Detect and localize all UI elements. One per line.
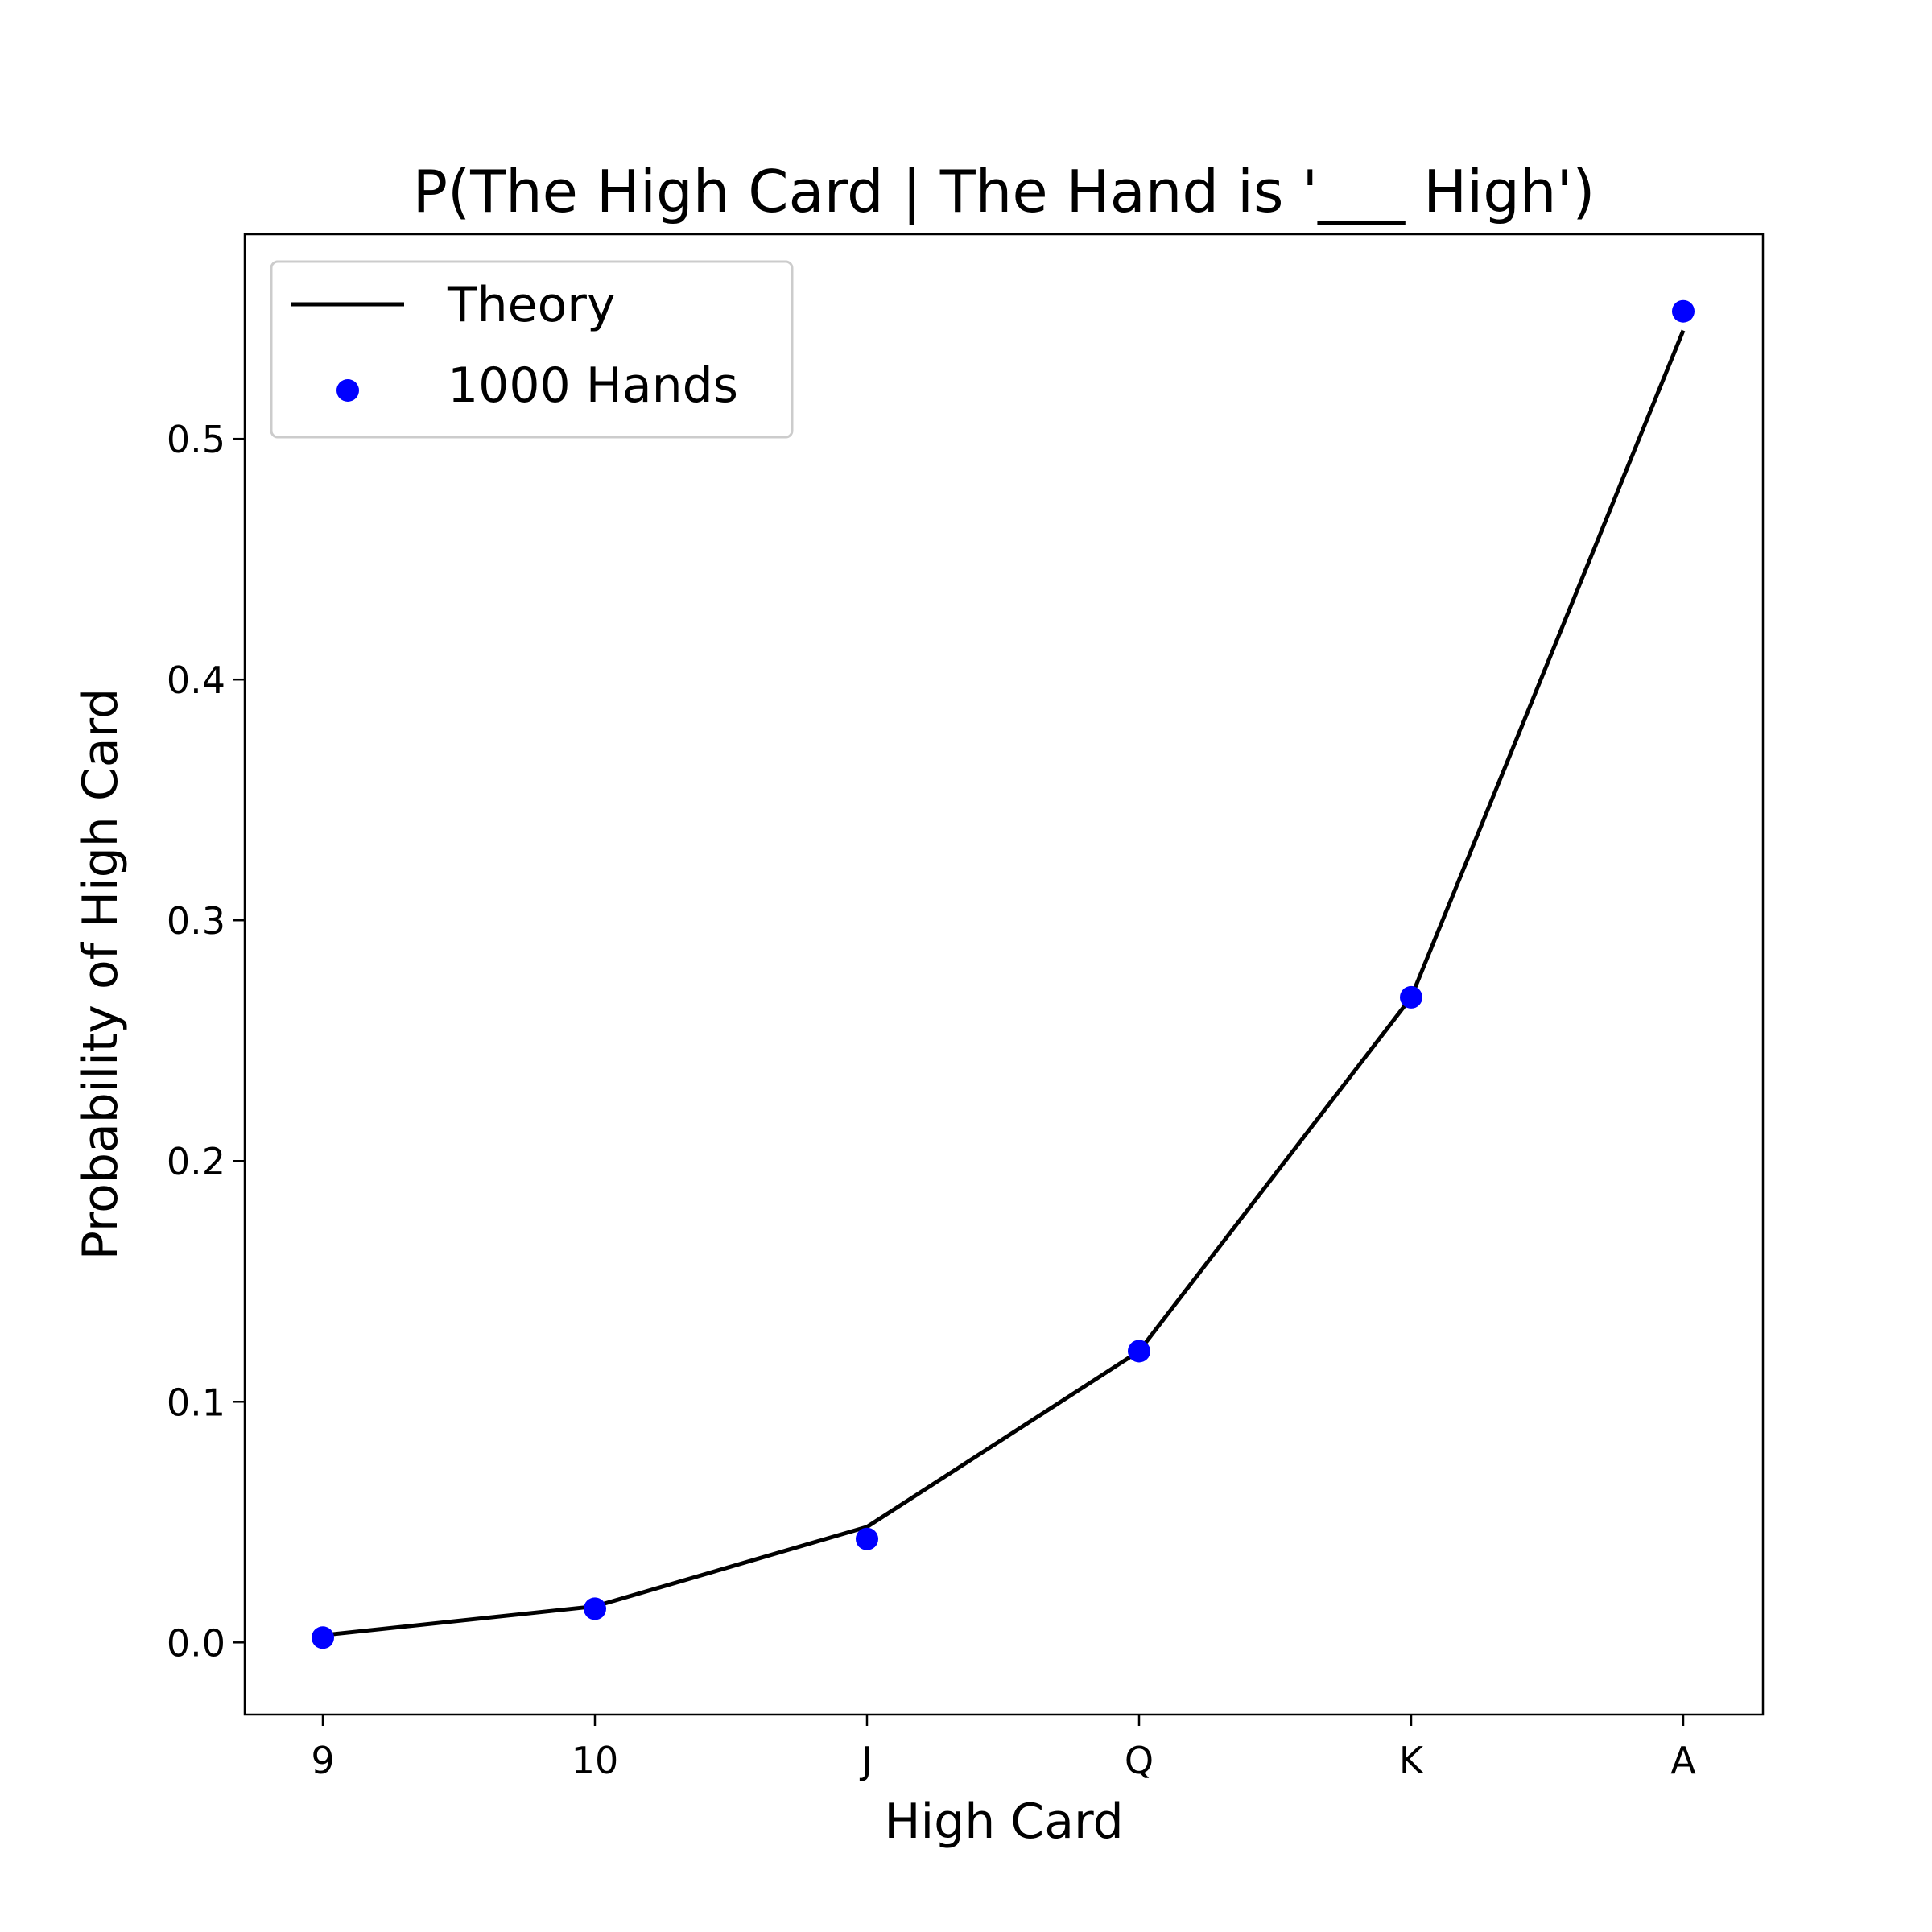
y-tick-label: 0.0 xyxy=(167,1621,225,1665)
theory-line xyxy=(322,329,1686,1637)
x-tick-label: 9 xyxy=(311,1739,334,1782)
y-axis-tick-labels: 0.0 0.1 0.2 0.3 0.4 0.5 xyxy=(167,418,225,1665)
sample-point xyxy=(584,1597,606,1620)
x-tick-label: K xyxy=(1399,1739,1425,1782)
y-axis-ticks xyxy=(233,437,245,1644)
legend-label-theory: Theory xyxy=(447,277,615,333)
sample-point xyxy=(856,1527,878,1550)
sample-point xyxy=(312,1626,334,1649)
x-axis-tick-labels: 9 10 J Q K A xyxy=(311,1739,1696,1782)
chart-title: P(The High Card | The Hand is '___ High'… xyxy=(413,158,1596,226)
y-tick-label: 0.5 xyxy=(167,418,225,461)
y-tick-label: 0.3 xyxy=(167,899,225,943)
sample-point xyxy=(1128,1340,1150,1363)
x-axis-label: High Card xyxy=(884,1794,1123,1850)
legend-marker-swatch xyxy=(336,379,359,402)
y-tick-label: 0.2 xyxy=(167,1140,225,1183)
y-tick-label: 0.4 xyxy=(167,658,225,702)
x-axis-ticks xyxy=(321,1715,1685,1726)
y-axis-label: Probability of High Card xyxy=(72,688,129,1260)
plot-frame xyxy=(243,233,1765,1716)
y-tick-label: 0.1 xyxy=(167,1381,225,1424)
sample-point xyxy=(1672,299,1695,323)
legend-label-hands: 1000 Hands xyxy=(448,357,738,414)
x-tick-label: Q xyxy=(1125,1739,1154,1782)
x-tick-label: 10 xyxy=(572,1739,619,1782)
series-layer xyxy=(312,299,1695,1649)
sample-point xyxy=(1400,985,1422,1009)
x-tick-label: J xyxy=(859,1739,873,1782)
x-tick-label: A xyxy=(1670,1739,1696,1782)
legend: Theory 1000 Hands xyxy=(270,260,794,439)
